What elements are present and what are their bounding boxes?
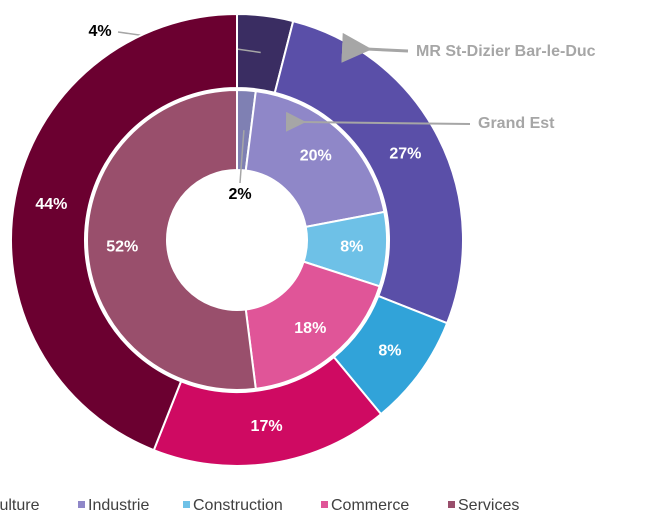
data-label: 8%	[340, 238, 363, 255]
legend-label: Construction	[193, 497, 283, 514]
data-label: 2%	[228, 186, 251, 203]
data-label: 8%	[378, 342, 401, 359]
donut-segment	[244, 90, 386, 229]
annotation-arrow	[285, 111, 471, 132]
legend-label: Services	[458, 497, 519, 514]
series-name: Grand Est	[478, 115, 555, 132]
series-name: MR St-Dizier Bar-le-Duc	[416, 43, 596, 60]
data-label: 44%	[35, 196, 67, 213]
data-label: 52%	[106, 238, 138, 255]
legend-marker	[448, 501, 455, 508]
data-label: 20%	[300, 147, 332, 164]
legend-label: Industrie	[88, 497, 149, 514]
legend-label: Agriculture	[0, 497, 40, 514]
annotation-arrow	[341, 32, 409, 63]
donut-segment	[86, 88, 257, 391]
legend-marker	[78, 501, 85, 508]
leader-line	[239, 130, 245, 184]
legend-marker	[321, 501, 328, 508]
legend-marker	[183, 501, 190, 508]
data-label: 4%	[88, 23, 111, 40]
donut-segment	[10, 12, 238, 452]
donut-segment	[244, 260, 381, 390]
legend-label: Commerce	[331, 497, 409, 514]
donut-segment	[273, 19, 464, 325]
data-label: 17%	[251, 418, 283, 435]
data-label: 27%	[389, 145, 421, 162]
data-label: 18%	[294, 320, 326, 337]
